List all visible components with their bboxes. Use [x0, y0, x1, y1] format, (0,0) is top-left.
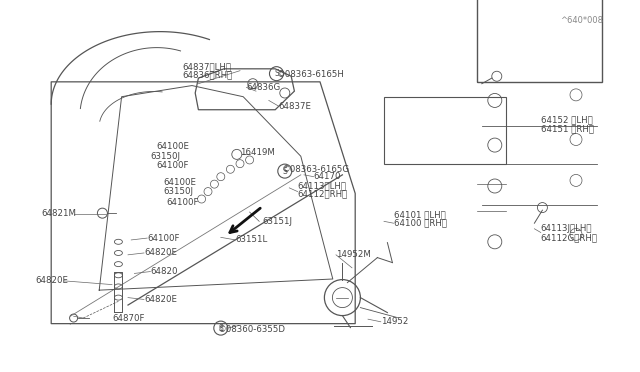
Text: ©08363-6165H: ©08363-6165H [276, 70, 344, 79]
Text: 64100E: 64100E [163, 178, 196, 187]
Text: 64100F: 64100F [166, 198, 199, 207]
Text: 63150J: 63150J [163, 187, 193, 196]
Text: 64100F: 64100F [157, 161, 189, 170]
Text: 64836（RH）: 64836（RH） [182, 70, 233, 79]
Text: 64820E: 64820E [35, 276, 68, 285]
Text: 64151 （RH）: 64151 （RH） [541, 124, 594, 133]
Text: 64112G（RH）: 64112G（RH） [541, 233, 598, 242]
Text: 63151L: 63151L [236, 235, 268, 244]
Bar [477, 0, 602, 82]
Text: S: S [282, 167, 287, 176]
Text: 14952M: 14952M [336, 250, 371, 259]
Text: ©08363-6165G: ©08363-6165G [282, 165, 349, 174]
Text: 64100E: 64100E [157, 142, 190, 151]
Text: 64101 （LH）: 64101 （LH） [394, 211, 445, 219]
Text: ©08360-6355D: ©08360-6355D [218, 325, 285, 334]
Text: S: S [218, 324, 223, 333]
Text: S: S [274, 69, 279, 78]
Text: 64821M: 64821M [42, 209, 77, 218]
Text: 64100 （RH）: 64100 （RH） [394, 219, 447, 228]
Text: 64820E: 64820E [144, 295, 177, 304]
Text: 64820: 64820 [150, 267, 178, 276]
Text: 64837（LH）: 64837（LH） [182, 62, 232, 71]
Text: 63151J: 63151J [262, 217, 292, 226]
Text: ^640*008: ^640*008 [560, 16, 603, 25]
Text: 64113J（LH）: 64113J（LH） [541, 224, 592, 233]
Text: 64113（LH）: 64113（LH） [298, 182, 347, 190]
Bar [384, 97, 506, 164]
Text: 64870F: 64870F [112, 314, 145, 323]
Text: 64152 （LH）: 64152 （LH） [541, 115, 593, 124]
Text: 14952: 14952 [381, 317, 408, 326]
Text: 64100F: 64100F [147, 234, 180, 243]
Text: 16419M: 16419M [240, 148, 275, 157]
Text: 64170: 64170 [314, 172, 341, 181]
Text: 64112（RH）: 64112（RH） [298, 189, 348, 198]
Text: 63150J: 63150J [150, 152, 180, 161]
Text: 64820E: 64820E [144, 248, 177, 257]
Text: 64836G: 64836G [246, 83, 281, 92]
Text: 64837E: 64837E [278, 102, 312, 110]
